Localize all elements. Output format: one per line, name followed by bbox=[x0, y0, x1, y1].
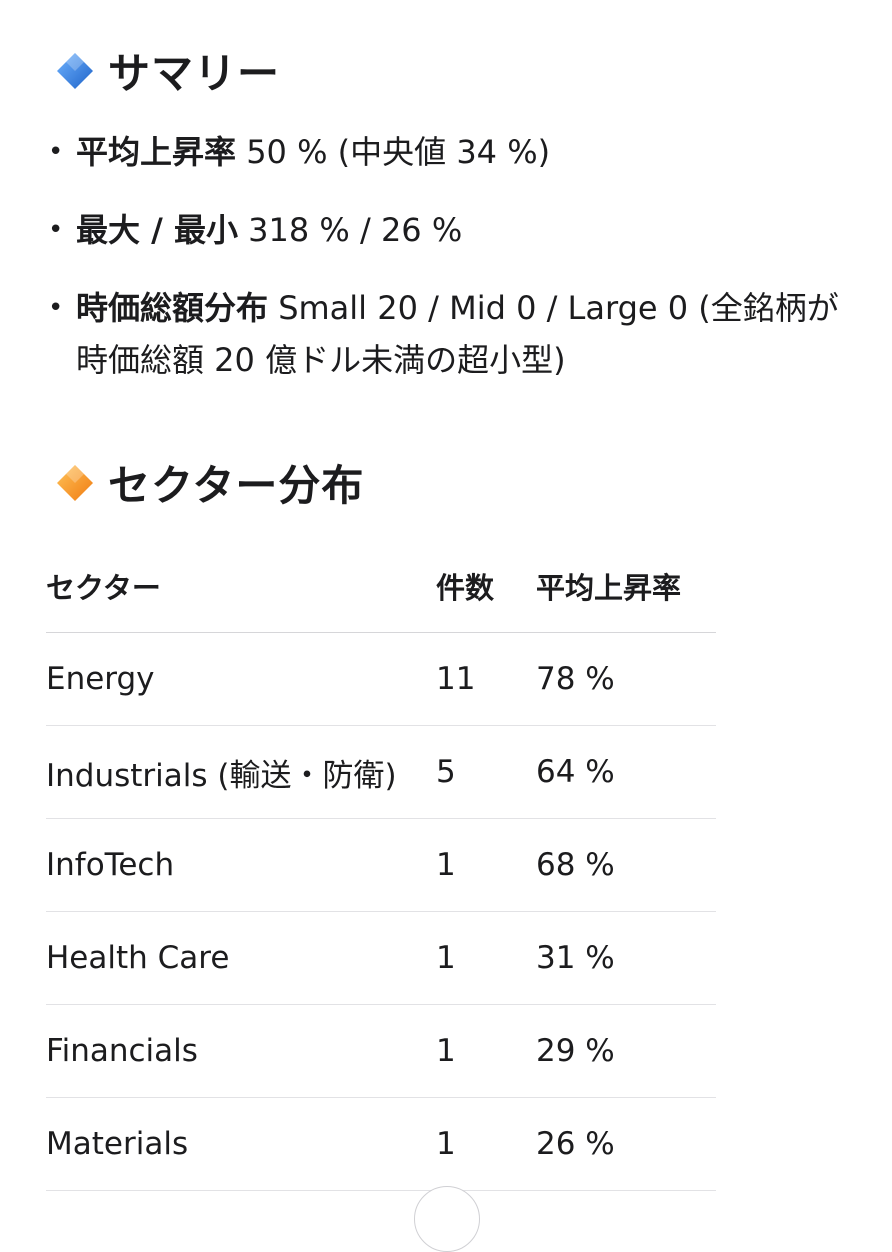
summary-list: • 平均上昇率 50 % (中央値 34 %) • 最大 / 最小 318 % … bbox=[42, 126, 852, 412]
table-row: Materials 1 26 % bbox=[46, 1097, 716, 1191]
cell-sector: Energy bbox=[46, 632, 436, 726]
header-sector: セクター bbox=[46, 540, 436, 633]
summary-item-average: • 平均上昇率 50 % (中央値 34 %) bbox=[42, 126, 852, 178]
sector-heading: セクター分布 bbox=[54, 452, 364, 513]
cell-count: 1 bbox=[436, 1004, 536, 1098]
cell-count: 11 bbox=[436, 632, 536, 726]
bullet-dot: • bbox=[48, 293, 64, 323]
summary-item-label: 最大 / 最小 bbox=[76, 211, 238, 249]
sector-table: セクター 件数 平均上昇率 Energy 11 78 % Industrials… bbox=[46, 540, 716, 1191]
cell-rate: 31 % bbox=[536, 911, 716, 1005]
blue-diamond-icon bbox=[54, 50, 96, 92]
cell-count: 1 bbox=[436, 818, 536, 912]
header-rate: 平均上昇率 bbox=[536, 540, 716, 633]
sector-title: セクター分布 bbox=[108, 461, 365, 510]
bullet-dot: • bbox=[48, 137, 64, 167]
table-row: Energy 11 78 % bbox=[46, 632, 716, 726]
summary-item-label: 平均上昇率 bbox=[76, 133, 237, 171]
cell-rate: 68 % bbox=[536, 818, 716, 912]
table-row: Financials 1 29 % bbox=[46, 1004, 716, 1098]
header-count: 件数 bbox=[436, 540, 536, 633]
scroll-down-button[interactable] bbox=[414, 1186, 480, 1252]
summary-item-label: 時価総額分布 bbox=[76, 289, 269, 327]
cell-count: 1 bbox=[436, 911, 536, 1005]
cell-sector: Financials bbox=[46, 1004, 436, 1098]
cell-rate: 29 % bbox=[536, 1004, 716, 1098]
cell-sector: Materials bbox=[46, 1097, 436, 1191]
cell-sector: InfoTech bbox=[46, 818, 436, 912]
bullet-dot: • bbox=[48, 215, 64, 245]
summary-item-text: Small 20 / Mid 0 / Large 0 (全銘柄が時価総額 20 … bbox=[76, 289, 839, 379]
cell-rate: 26 % bbox=[536, 1097, 716, 1191]
cell-sector: Industrials (輸送・防衛) bbox=[46, 725, 436, 819]
summary-item-text: 50 % (中央値 34 %) bbox=[236, 133, 551, 171]
summary-title: サマリー bbox=[108, 49, 281, 98]
summary-heading: サマリー bbox=[54, 40, 280, 101]
cell-count: 1 bbox=[436, 1097, 536, 1191]
summary-item-market-cap: • 時価総額分布 Small 20 / Mid 0 / Large 0 (全銘柄… bbox=[42, 282, 852, 386]
table-row: InfoTech 1 68 % bbox=[46, 818, 716, 912]
summary-item-max-min: • 最大 / 最小 318 % / 26 % bbox=[42, 204, 852, 256]
table-row: Health Care 1 31 % bbox=[46, 911, 716, 1005]
orange-diamond-icon bbox=[54, 462, 96, 504]
cell-count: 5 bbox=[436, 725, 536, 819]
cell-rate: 64 % bbox=[536, 725, 716, 819]
cell-sector: Health Care bbox=[46, 911, 436, 1005]
table-row: Industrials (輸送・防衛) 5 64 % bbox=[46, 725, 716, 819]
cell-rate: 78 % bbox=[536, 632, 716, 726]
summary-item-text: 318 % / 26 % bbox=[237, 211, 463, 249]
table-header-row: セクター 件数 平均上昇率 bbox=[46, 540, 716, 633]
